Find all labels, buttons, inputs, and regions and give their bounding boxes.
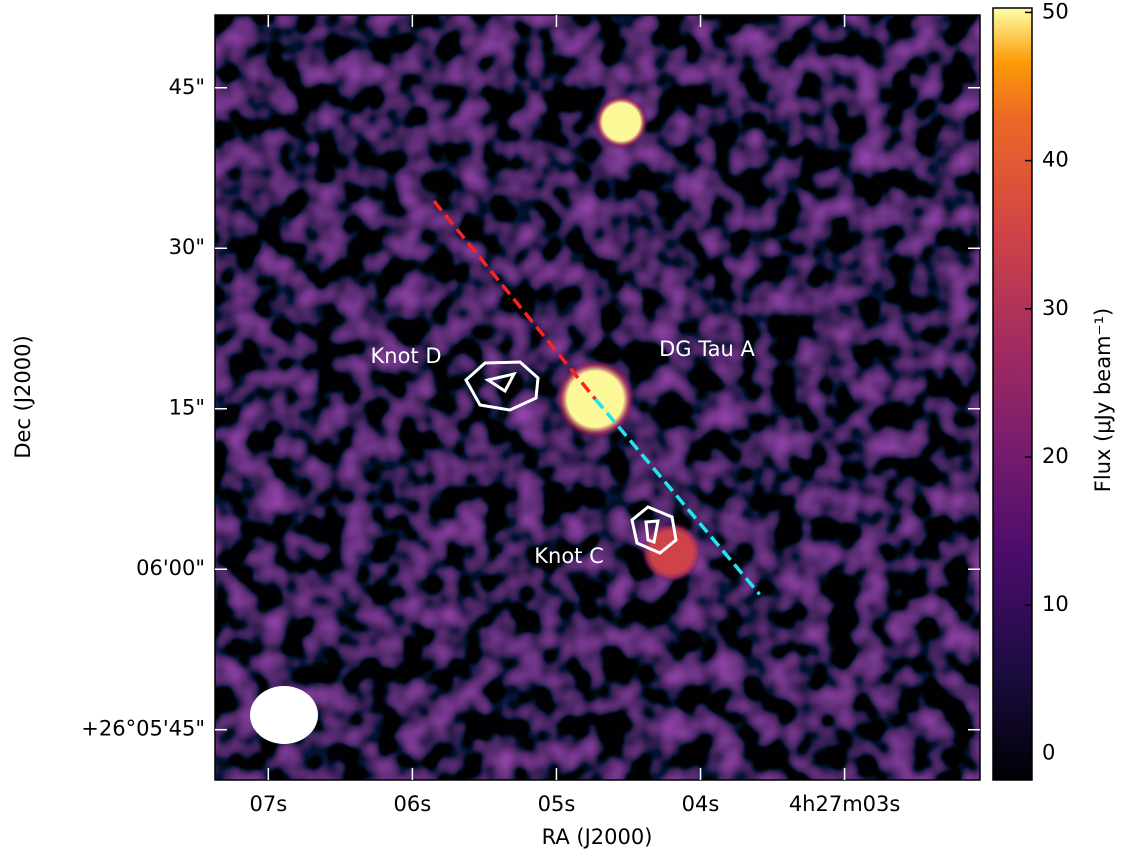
jet-line bbox=[432, 200, 597, 401]
colorbar-tick-label: 30 bbox=[1042, 296, 1069, 320]
contour bbox=[464, 360, 540, 412]
annotation: Knot D bbox=[370, 344, 441, 368]
source bbox=[641, 522, 702, 583]
plot-frame bbox=[214, 14, 981, 781]
x-axis-label: RA (J2000) bbox=[542, 825, 653, 849]
y-axis-label: Dec (J2000) bbox=[11, 335, 35, 458]
contour bbox=[630, 505, 678, 555]
colorbar-tick-label: 0 bbox=[1042, 740, 1055, 764]
annotation: Knot C bbox=[534, 544, 604, 568]
annotation: DG Tau A bbox=[659, 337, 755, 361]
y-tick-label: 06'00" bbox=[136, 556, 205, 580]
colorbar-tick-label: 50 bbox=[1042, 0, 1069, 23]
colorbar-tick-label: 20 bbox=[1042, 444, 1069, 468]
y-tick-label: 15" bbox=[169, 396, 205, 420]
x-tick-label: 06s bbox=[394, 792, 432, 816]
x-tick-label: 05s bbox=[538, 792, 576, 816]
colorbar-tick-label: 10 bbox=[1042, 592, 1069, 616]
x-tick-label: 4h27m03s bbox=[789, 792, 901, 816]
x-tick-label: 04s bbox=[682, 792, 720, 816]
image bbox=[215, 15, 980, 780]
contour bbox=[644, 519, 660, 544]
x-tick-label: 07s bbox=[249, 792, 287, 816]
y-tick-label: 30" bbox=[169, 235, 205, 259]
source bbox=[594, 94, 649, 149]
contour bbox=[484, 371, 517, 394]
colorbar-tick-label: 40 bbox=[1042, 148, 1069, 172]
colorbar-label: Flux (μJy beam⁻¹) bbox=[1091, 308, 1115, 492]
colorbar bbox=[992, 7, 1033, 781]
y-tick-label: 45" bbox=[169, 75, 205, 99]
beam bbox=[250, 686, 318, 744]
y-tick-label: +26°05'45" bbox=[81, 717, 205, 741]
jet-line bbox=[593, 397, 761, 596]
